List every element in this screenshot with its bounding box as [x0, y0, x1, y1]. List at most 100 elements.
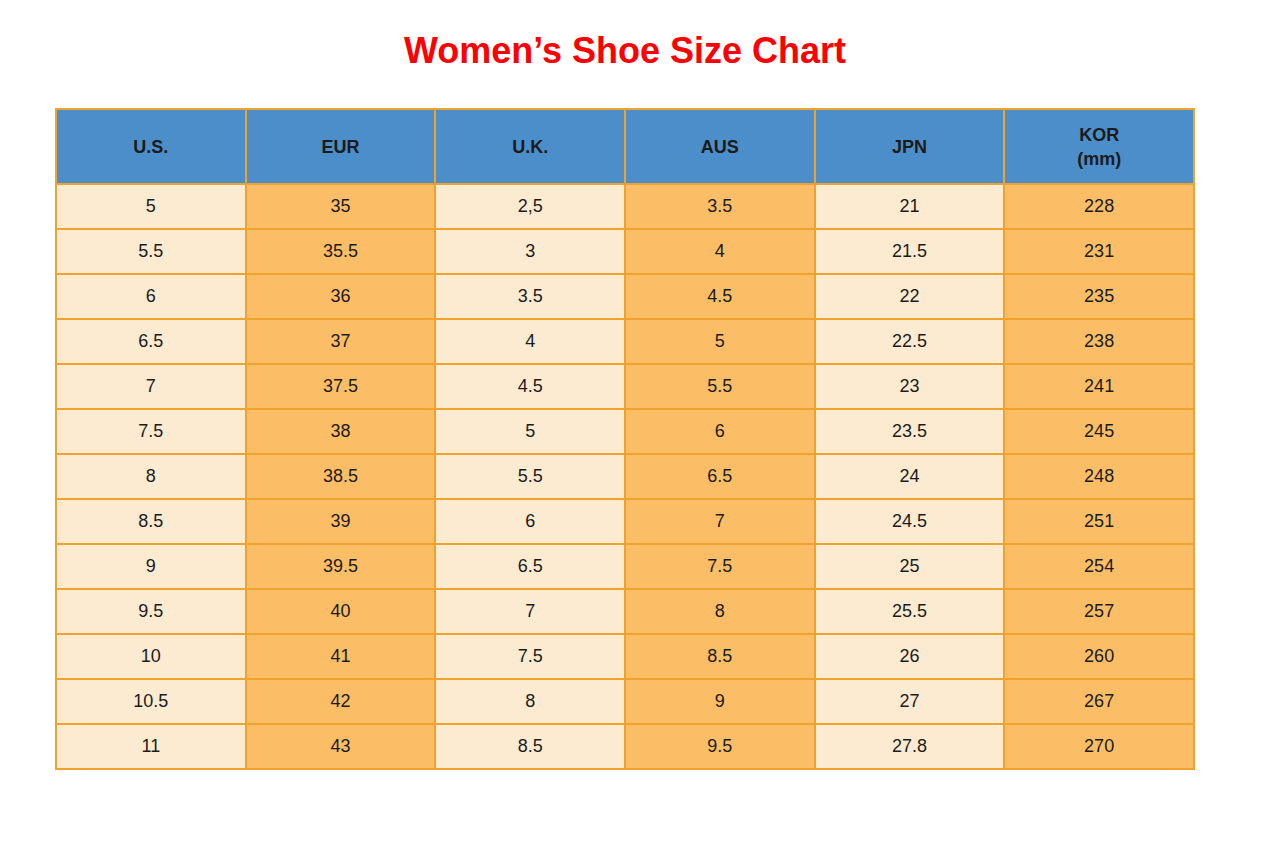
table-cell: 10.5: [56, 679, 246, 724]
table-cell: 4.5: [625, 274, 815, 319]
table-cell: 38.5: [246, 454, 436, 499]
table-row: 5 35 2,5 3.5 21 228: [56, 184, 1194, 229]
page: Women’s Shoe Size Chart U.S. EUR U.K. AU…: [0, 0, 1266, 841]
table-cell: 8.5: [625, 634, 815, 679]
table-row: 8 38.5 5.5 6.5 24 248: [56, 454, 1194, 499]
shoe-size-table: U.S. EUR U.K. AUS JPN KOR (mm) 5 35 2,5 …: [55, 108, 1195, 770]
table-cell: 5.5: [625, 364, 815, 409]
table-row: 5.5 35.5 3 4 21.5 231: [56, 229, 1194, 274]
table-cell: 37.5: [246, 364, 436, 409]
table-cell: 7.5: [435, 634, 625, 679]
table-row: 11 43 8.5 9.5 27.8 270: [56, 724, 1194, 769]
table-cell: 241: [1004, 364, 1194, 409]
table-cell: 6.5: [625, 454, 815, 499]
table-cell: 27: [815, 679, 1005, 724]
table-cell: 9.5: [625, 724, 815, 769]
table-cell: 5: [625, 319, 815, 364]
table-row: 10 41 7.5 8.5 26 260: [56, 634, 1194, 679]
table-cell: 8: [56, 454, 246, 499]
table-cell: 37: [246, 319, 436, 364]
table-row: 10.5 42 8 9 27 267: [56, 679, 1194, 724]
table-cell: 27.8: [815, 724, 1005, 769]
table-row: 9.5 40 7 8 25.5 257: [56, 589, 1194, 634]
table-cell: 5: [56, 184, 246, 229]
table-cell: 26: [815, 634, 1005, 679]
table-cell: 7: [435, 589, 625, 634]
table-cell: 4.5: [435, 364, 625, 409]
table-cell: 8: [435, 679, 625, 724]
table-cell: 7.5: [56, 409, 246, 454]
table-cell: 2,5: [435, 184, 625, 229]
table-cell: 9: [625, 679, 815, 724]
table-cell: 4: [625, 229, 815, 274]
table-cell: 248: [1004, 454, 1194, 499]
table-cell: 6.5: [435, 544, 625, 589]
table-cell: 11: [56, 724, 246, 769]
page-title: Women’s Shoe Size Chart: [55, 30, 1195, 72]
table-cell: 238: [1004, 319, 1194, 364]
table-cell: 35: [246, 184, 436, 229]
table-cell: 251: [1004, 499, 1194, 544]
table-cell: 9.5: [56, 589, 246, 634]
table-cell: 254: [1004, 544, 1194, 589]
table-cell: 10: [56, 634, 246, 679]
table-cell: 7: [56, 364, 246, 409]
table-cell: 3: [435, 229, 625, 274]
table-row: 8.5 39 6 7 24.5 251: [56, 499, 1194, 544]
table-cell: 6: [625, 409, 815, 454]
table-cell: 270: [1004, 724, 1194, 769]
table-cell: 24.5: [815, 499, 1005, 544]
table-cell: 39.5: [246, 544, 436, 589]
table-cell: 5: [435, 409, 625, 454]
table-cell: 9: [56, 544, 246, 589]
table-cell: 43: [246, 724, 436, 769]
table-cell: 7.5: [625, 544, 815, 589]
table-row: 7.5 38 5 6 23.5 245: [56, 409, 1194, 454]
table-cell: 235: [1004, 274, 1194, 319]
column-header-kor-unit: (mm): [1005, 147, 1193, 171]
table-cell: 6: [56, 274, 246, 319]
table-cell: 7: [625, 499, 815, 544]
table-cell: 42: [246, 679, 436, 724]
table-header-row: U.S. EUR U.K. AUS JPN KOR (mm): [56, 109, 1194, 184]
table-cell: 228: [1004, 184, 1194, 229]
column-header-us: U.S.: [56, 109, 246, 184]
column-header-uk: U.K.: [435, 109, 625, 184]
table-row: 6 36 3.5 4.5 22 235: [56, 274, 1194, 319]
table-cell: 25: [815, 544, 1005, 589]
table-cell: 6: [435, 499, 625, 544]
table-row: 9 39.5 6.5 7.5 25 254: [56, 544, 1194, 589]
table-cell: 41: [246, 634, 436, 679]
column-header-eur: EUR: [246, 109, 436, 184]
table-cell: 245: [1004, 409, 1194, 454]
table-cell: 39: [246, 499, 436, 544]
column-header-kor: KOR (mm): [1004, 109, 1194, 184]
table-cell: 38: [246, 409, 436, 454]
table-cell: 40: [246, 589, 436, 634]
column-header-aus: AUS: [625, 109, 815, 184]
table-cell: 22: [815, 274, 1005, 319]
table-cell: 25.5: [815, 589, 1005, 634]
table-cell: 6.5: [56, 319, 246, 364]
table-cell: 3.5: [625, 184, 815, 229]
table-cell: 23: [815, 364, 1005, 409]
table-cell: 4: [435, 319, 625, 364]
table-cell: 8: [625, 589, 815, 634]
table-cell: 267: [1004, 679, 1194, 724]
table-cell: 231: [1004, 229, 1194, 274]
table-cell: 5.5: [56, 229, 246, 274]
table-cell: 35.5: [246, 229, 436, 274]
table-cell: 257: [1004, 589, 1194, 634]
table-cell: 24: [815, 454, 1005, 499]
table-row: 6.5 37 4 5 22.5 238: [56, 319, 1194, 364]
table-cell: 21.5: [815, 229, 1005, 274]
table-row: 7 37.5 4.5 5.5 23 241: [56, 364, 1194, 409]
table-cell: 23.5: [815, 409, 1005, 454]
table-cell: 36: [246, 274, 436, 319]
table-cell: 8.5: [435, 724, 625, 769]
table-cell: 22.5: [815, 319, 1005, 364]
table-cell: 3.5: [435, 274, 625, 319]
column-header-kor-label: KOR: [1079, 125, 1119, 145]
table-cell: 8.5: [56, 499, 246, 544]
table-cell: 21: [815, 184, 1005, 229]
